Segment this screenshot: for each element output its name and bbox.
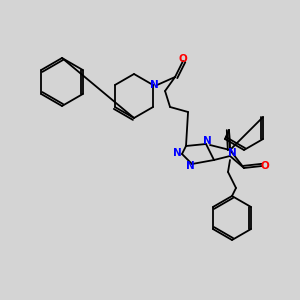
Text: N: N — [186, 161, 194, 171]
Text: N: N — [172, 148, 182, 158]
Text: O: O — [179, 54, 188, 64]
Text: N: N — [202, 136, 211, 146]
Text: N: N — [150, 80, 158, 90]
Text: O: O — [261, 161, 269, 171]
Text: N: N — [228, 148, 236, 158]
